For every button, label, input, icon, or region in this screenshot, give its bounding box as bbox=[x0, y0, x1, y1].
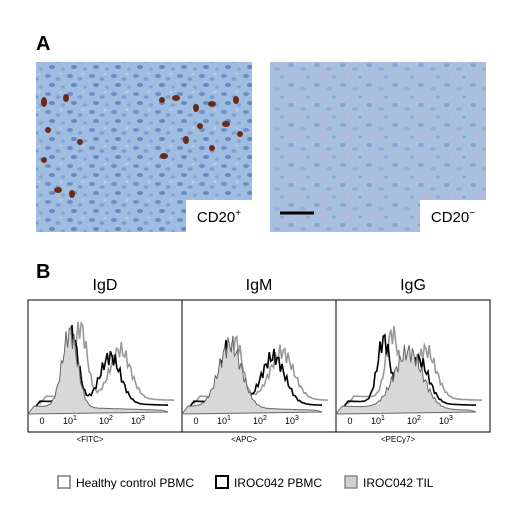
tick-base: 10 bbox=[99, 416, 109, 426]
label-box bbox=[420, 200, 486, 232]
tick-exp: 1 bbox=[73, 415, 77, 422]
axis-label: <APC> bbox=[231, 435, 257, 444]
legend-swatch bbox=[215, 475, 229, 489]
tick-exp: 2 bbox=[263, 415, 267, 422]
tick-label: 101 bbox=[63, 415, 77, 426]
label-sup: + bbox=[235, 208, 241, 219]
tick-exp: 3 bbox=[449, 415, 453, 422]
legend-label: IROC042 PBMC bbox=[234, 476, 322, 490]
tick-label: 101 bbox=[217, 415, 231, 426]
tick-base: 10 bbox=[371, 416, 381, 426]
label-text: CD20 bbox=[197, 209, 235, 226]
tick-exp: 3 bbox=[141, 415, 145, 422]
tick-base: 10 bbox=[63, 416, 73, 426]
tick-label: 102 bbox=[99, 415, 113, 426]
panel-label: B bbox=[36, 261, 50, 283]
tick-label: 102 bbox=[253, 415, 267, 426]
legend-label: Healthy control PBMC bbox=[76, 476, 194, 490]
histogram-title: IgG bbox=[400, 277, 426, 294]
stained-cells bbox=[41, 94, 243, 198]
tick-exp: 1 bbox=[381, 415, 385, 422]
histogram-trace bbox=[26, 326, 169, 415]
tick-exp: 1 bbox=[227, 415, 231, 422]
legend-label: IROC042 TIL bbox=[363, 476, 434, 490]
tick-exp: 2 bbox=[109, 415, 113, 422]
panel-label: A bbox=[36, 33, 50, 55]
tick-label: 101 bbox=[371, 415, 385, 426]
label-box bbox=[186, 200, 252, 232]
tick-base: 10 bbox=[253, 416, 263, 426]
legend-swatch bbox=[57, 475, 71, 489]
axis-label: <FITC> bbox=[76, 435, 103, 444]
label-text: CD20 bbox=[431, 209, 469, 226]
tick-exp: 2 bbox=[417, 415, 421, 422]
legend-swatch bbox=[344, 475, 358, 489]
image-label: CD20+ bbox=[197, 208, 241, 226]
tick-base: 10 bbox=[285, 416, 295, 426]
tick-label: 103 bbox=[285, 415, 299, 426]
tick-label: 0 bbox=[39, 416, 44, 426]
image-label: CD20− bbox=[431, 208, 475, 226]
tick-base: 10 bbox=[131, 416, 141, 426]
tick-base: 10 bbox=[439, 416, 449, 426]
tick-base: 10 bbox=[407, 416, 417, 426]
tick-label: 103 bbox=[439, 415, 453, 426]
histogram-trace bbox=[334, 344, 477, 415]
histogram-title: IgM bbox=[246, 277, 273, 294]
tick-base: 10 bbox=[217, 416, 227, 426]
histogram-title: IgD bbox=[93, 277, 118, 294]
tick-exp: 3 bbox=[295, 415, 299, 422]
tick-label: 103 bbox=[131, 415, 145, 426]
label-sup: − bbox=[469, 208, 475, 219]
tick-label: 102 bbox=[407, 415, 421, 426]
tick-label: 0 bbox=[347, 416, 352, 426]
tick-label: 0 bbox=[193, 416, 198, 426]
histogram-trace bbox=[180, 335, 323, 415]
axis-label: <PECy7> bbox=[381, 435, 416, 444]
